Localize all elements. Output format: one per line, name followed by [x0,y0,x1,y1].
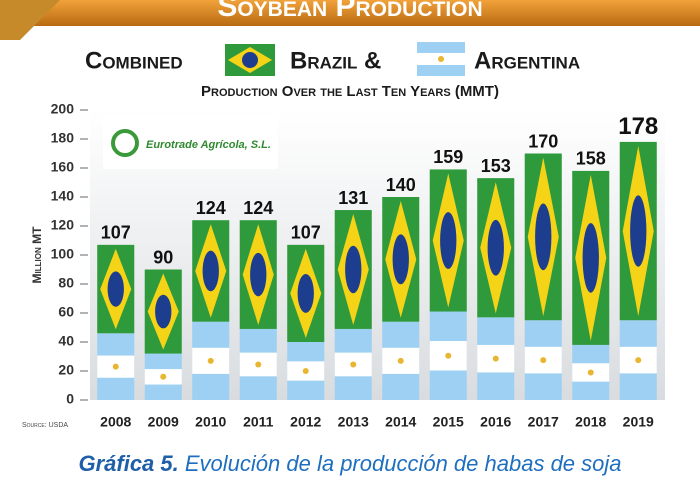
banner-title: Soybean Production [217,0,482,23]
x-tick-label: 2013 [338,414,369,430]
x-tick-label: 2012 [290,414,321,430]
x-tick-label: 2015 [433,414,464,430]
y-tick-label: 120 [51,217,75,233]
flag-globe [250,252,267,297]
total-label: 153 [481,156,511,176]
flag-sun [112,363,119,370]
flag-sun [397,357,404,364]
y-tick-label: 80 [58,275,74,291]
y-tick-label: 0 [66,391,74,407]
flag-sun [207,357,214,364]
total-label: 170 [528,131,558,151]
total-label: 124 [243,198,273,218]
y-tick-label: 100 [51,246,75,262]
argentina-flag [417,42,465,76]
total-label: 90 [153,247,173,267]
banner [0,0,700,26]
total-label: 107 [101,223,131,243]
flag-globe [297,273,314,313]
flag-globe [155,294,172,329]
flag-sun [160,373,167,380]
flag-globe [487,219,504,276]
flag-globe [202,250,219,292]
subtitle: Production Over the Last Ten Years (MMT) [201,83,499,100]
y-tick-label: 140 [51,188,75,204]
x-tick-label: 2008 [100,414,131,430]
y-tick-label: 200 [51,101,75,117]
source: Source: USDA [22,422,68,429]
y-tick-label: 60 [58,304,74,320]
flag-sun [635,357,642,364]
total-label: 131 [338,188,368,208]
logo-icon [111,129,139,157]
flag-sun [587,369,594,376]
x-tick-label: 2014 [385,414,416,430]
caption-label: Gráfica 5. [78,451,178,476]
flag-sun [492,355,499,362]
title-word: Brazil & [290,47,381,74]
flag-globe [107,271,124,307]
y-tick-label: 40 [58,333,74,349]
logo-box [103,117,278,169]
flag-sun [302,368,309,374]
banner-corner [0,0,60,40]
total-label: 159 [433,147,463,167]
total-label: 107 [291,223,321,243]
flag-globe [345,245,362,294]
caption: Gráfica 5. Evolución de la producción de… [78,451,621,476]
total-label: 124 [196,198,226,218]
x-tick-label: 2019 [623,414,654,430]
total-label: 158 [576,149,606,169]
brazil-flag [225,44,275,76]
title-word: Combined [85,47,183,74]
flag-sun [255,361,262,368]
caption-text: Evolución de la producción de habas de s… [185,451,622,476]
y-tick-label: 180 [51,130,75,146]
x-tick-label: 2018 [575,414,606,430]
total-label: 178 [618,113,658,140]
x-tick-label: 2010 [195,414,226,430]
x-tick-label: 2017 [528,414,559,430]
x-tick-label: 2016 [480,414,511,430]
x-tick-label: 2011 [243,414,274,430]
y-tick-label: 160 [51,159,75,175]
flag-globe [535,203,552,271]
y-tick-label: 20 [58,362,74,378]
total-label: 140 [386,175,416,195]
flag-sun [540,357,547,364]
flag-sun [350,361,357,368]
flag-globe [582,223,599,293]
flag-globe [392,234,409,285]
flag-globe [440,212,457,269]
flag-globe [630,195,647,267]
title-word: Argentina [474,47,580,74]
y-axis-label: Million MT [30,226,44,284]
x-tick-label: 2009 [148,414,179,430]
flag-sun [445,352,452,359]
logo-text: Eurotrade Agrícola, S.L. [146,139,271,151]
